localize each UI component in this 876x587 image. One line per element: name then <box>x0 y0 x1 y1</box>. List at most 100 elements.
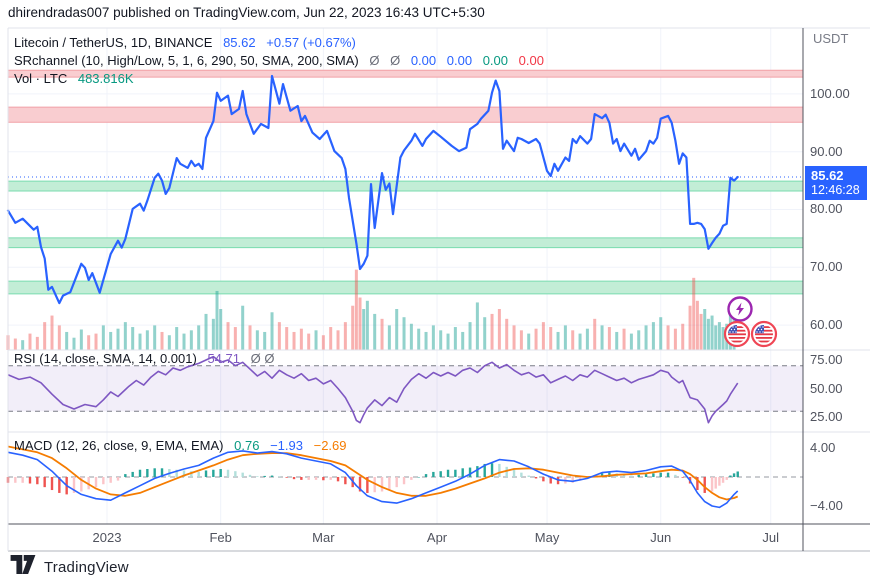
macd-histogram-bar <box>410 476 413 480</box>
lightning-reaction-icon[interactable] <box>726 295 754 328</box>
macd-histogram-bar <box>674 474 677 477</box>
macd-histogram-bar <box>58 476 61 493</box>
volume-bar <box>431 325 435 350</box>
volume-value: 483.816K <box>77 71 134 86</box>
macd-histogram-bar <box>21 476 24 483</box>
us-flag-reaction-icon[interactable] <box>723 320 751 353</box>
macd-histogram-bar <box>102 476 105 485</box>
macd-histogram-bar <box>241 472 244 477</box>
macd-histogram-bar <box>527 475 530 477</box>
volume-bar <box>692 277 696 350</box>
volume-bar <box>600 325 604 350</box>
macd-histogram-bar <box>248 474 252 477</box>
volume-bar <box>505 318 509 350</box>
macd-histogram-bar <box>270 475 274 477</box>
volume-bar <box>167 335 171 350</box>
volume-bar <box>211 318 215 350</box>
volume-bar <box>710 315 714 350</box>
macd-histogram-bar <box>630 475 633 477</box>
macd-histogram-bar <box>703 476 706 493</box>
macd-histogram-bar <box>373 476 376 493</box>
volume-bar <box>644 325 648 350</box>
macd-histogram-bar <box>138 469 142 477</box>
volume-bar <box>43 322 47 350</box>
badge-price: 85.62 <box>811 168 844 183</box>
volume-bar <box>153 325 157 350</box>
volume-bar <box>578 333 582 350</box>
volume-bar <box>307 333 311 350</box>
volume-bar <box>461 331 465 350</box>
volume-bar <box>358 297 362 350</box>
srchannel-legend-row[interactable]: SRchannel (10, High/Low, 5, 1, 6, 290, 5… <box>14 52 551 70</box>
macd-histogram-bar <box>28 476 32 484</box>
rsi-legend-row[interactable]: RSI (14, close, SMA, 14, 0.001) 54.71 Ø … <box>14 350 281 368</box>
srchannel-value-5: 0.00 <box>518 53 544 68</box>
srchannel-label: SRchannel (10, High/Low, 5, 1, 6, 290, 5… <box>14 53 359 68</box>
macd-histogram-bar <box>380 476 384 492</box>
volume-bar <box>131 327 135 350</box>
sr-band <box>8 281 803 294</box>
volume-bar <box>351 305 355 350</box>
srchannel-value-2: 0.00 <box>410 53 437 68</box>
macd-histogram-bar <box>87 476 90 490</box>
volume-bar <box>263 331 267 350</box>
volume-bar <box>35 336 39 350</box>
volume-bar <box>285 327 289 350</box>
volume-bar <box>673 328 677 350</box>
symbol-title: Litecoin / TetherUS, 1D, BINANCE <box>14 35 213 50</box>
macd-histogram-bar <box>314 476 318 480</box>
macd-histogram-bar <box>36 476 39 485</box>
volume-bar <box>439 330 443 350</box>
macd-histogram-bar <box>329 476 332 480</box>
price-axis-currency[interactable]: USDT <box>813 31 849 46</box>
rsi-value: 54.71 <box>207 351 240 366</box>
volume-bar <box>615 331 619 350</box>
volume-bar <box>651 322 655 350</box>
macd-histogram-bar <box>307 476 310 480</box>
volume-bar <box>556 331 560 350</box>
volume-bar <box>395 309 399 350</box>
us-flag-reaction-icon[interactable] <box>750 320 778 353</box>
macd-histogram-bar <box>468 467 472 477</box>
macd-histogram-bar <box>322 476 325 481</box>
macd-histogram-bar <box>659 472 662 477</box>
rsi-label: RSI (14, close, SMA, 14, 0.001) <box>14 351 197 366</box>
macd-histogram-bar <box>622 474 626 477</box>
volume-bar <box>292 331 296 350</box>
srchannel-value-1: Ø <box>390 53 401 68</box>
volume-bar <box>571 330 575 350</box>
sr-band <box>8 181 803 191</box>
macd-legend-row[interactable]: MACD (12, 26, close, 9, EMA, EMA) 0.76 −… <box>14 437 354 455</box>
macd-histogram-bar <box>358 476 362 492</box>
macd-histogram-bar <box>490 463 494 477</box>
macd-histogram-bar <box>256 476 259 477</box>
volume-bar <box>519 330 523 350</box>
srchannel-value-4: 0.00 <box>482 53 509 68</box>
macd-histogram-bar <box>718 476 721 486</box>
sr-band <box>8 107 803 123</box>
macd-histogram-bar <box>292 476 296 480</box>
macd-histogram-bar <box>160 468 164 477</box>
volume-bar <box>314 330 318 350</box>
volume-bar <box>277 322 281 350</box>
volume-bar <box>343 322 347 350</box>
volume-bar <box>219 309 223 350</box>
volume-bar <box>585 328 589 350</box>
macd-histogram-bar <box>50 476 54 491</box>
volume-bar <box>204 313 208 350</box>
volume-bar <box>666 325 670 350</box>
macd-hist-value: 0.76 <box>234 438 260 453</box>
volume-bar <box>215 290 219 350</box>
volume-bar <box>329 327 333 350</box>
macd-histogram-bar <box>736 471 739 477</box>
symbol-legend-row[interactable]: Litecoin / TetherUS, 1D, BINANCE 85.62 +… <box>14 34 363 52</box>
tradingview-footer-link[interactable]: TradingView <box>10 555 129 579</box>
volume-bar <box>365 300 369 350</box>
macd-histogram-bar <box>109 476 112 483</box>
macd-histogram-bar <box>344 476 347 485</box>
volume-bar <box>497 309 501 350</box>
macd-histogram-bar <box>721 476 725 483</box>
macd-histogram-bar <box>263 475 266 477</box>
volume-legend-row[interactable]: Vol · LTC 483.816K <box>14 70 141 88</box>
